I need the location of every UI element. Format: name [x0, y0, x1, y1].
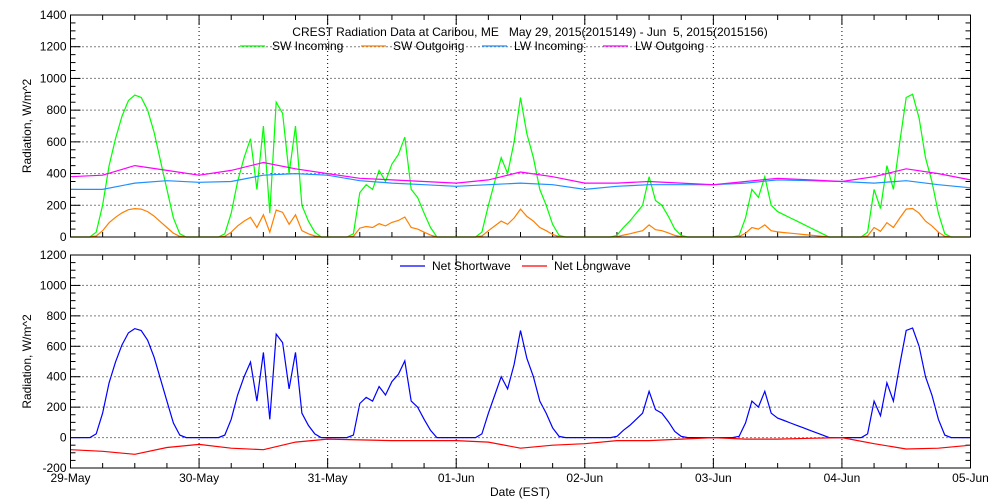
- y-tick-label: 400: [46, 370, 66, 384]
- legend-label: SW Incoming: [272, 39, 343, 53]
- x-tick-label: 01-Jun: [438, 471, 475, 485]
- legend-label: LW Incoming: [514, 39, 583, 53]
- y-tick-label: 1000: [40, 71, 67, 85]
- y-tick-label: 600: [46, 339, 66, 353]
- y-tick-label: 1400: [40, 8, 67, 22]
- chart-title: CREST Radiation Data at Caribou, ME May …: [292, 25, 767, 39]
- series-line-sw-incoming: [70, 93, 971, 238]
- panel-1: 0 200 400 600 800 1000 1200 1400 SW Incoming SW O…: [20, 8, 971, 244]
- panel-2: -200 0 200 400 600 800 1000 1200 Net Shortwave Ne…: [20, 248, 989, 499]
- legend-label: Net Shortwave: [432, 259, 511, 273]
- y-axis-title: Radiation, W/m^2: [20, 314, 34, 409]
- series-line-net-longwave: [70, 436, 971, 455]
- x-tick-label: 29-May: [50, 471, 90, 485]
- x-tick-label: 04-Jun: [824, 471, 861, 485]
- x-tick-label: 30-May: [179, 471, 219, 485]
- y-tick-label: 0: [60, 431, 67, 445]
- plot-frame: [70, 14, 971, 238]
- plot-frame: [70, 254, 971, 469]
- y-tick-label: 400: [46, 167, 66, 181]
- y-tick-label: -200: [42, 461, 66, 475]
- series-line-lw-outgoing: [70, 161, 971, 186]
- y-tick-label: 200: [46, 400, 66, 414]
- y-tick-label: 1200: [40, 248, 67, 262]
- y-tick-label: 800: [46, 309, 66, 323]
- y-axis-title: Radiation, W/m^2: [20, 79, 34, 174]
- x-tick-label: 03-Jun: [695, 471, 732, 485]
- y-tick-label: 1000: [40, 278, 67, 292]
- x-axis-title: Date (EST): [490, 485, 550, 499]
- x-tick-label: 02-Jun: [566, 471, 603, 485]
- legend-label: LW Outgoing: [635, 39, 704, 53]
- x-tick-label: 31-May: [308, 471, 348, 485]
- legend-label: SW Outgoing: [393, 39, 464, 53]
- y-tick-label: 800: [46, 103, 66, 117]
- y-tick-label: 0: [60, 230, 67, 244]
- x-tick-label: 05-Jun: [952, 471, 989, 485]
- y-tick-label: 1200: [40, 40, 67, 54]
- legend-label: Net Longwave: [554, 259, 631, 273]
- series-line-net-shortwave: [70, 327, 971, 439]
- y-tick-label: 200: [46, 198, 66, 212]
- y-tick-label: 600: [46, 135, 66, 149]
